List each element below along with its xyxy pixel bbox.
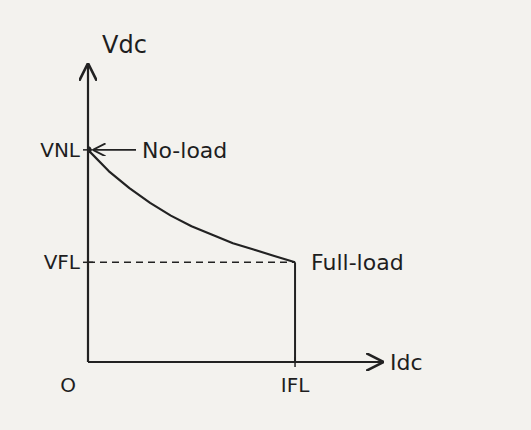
full-load-drop bbox=[294, 262, 296, 362]
full-load-level bbox=[88, 262, 295, 264]
annotation-arrow bbox=[94, 149, 136, 151]
x-tick-label: O bbox=[60, 373, 76, 397]
x-axis bbox=[88, 361, 382, 363]
x-axis-title: Idc bbox=[390, 350, 423, 375]
no-load-point bbox=[88, 146, 92, 153]
y-tick-label: VFL bbox=[44, 250, 81, 274]
chart: Vdc Idc VNL VFL O IFL No-load Full-load bbox=[0, 0, 531, 430]
y-axis bbox=[87, 65, 89, 362]
plot-area bbox=[88, 146, 295, 362]
regulation-curve bbox=[88, 150, 295, 262]
annotation: No-load bbox=[142, 138, 227, 163]
y-tick-label: VNL bbox=[40, 138, 81, 162]
annotation: Full-load bbox=[311, 250, 404, 275]
y-axis-title: Vdc bbox=[102, 31, 147, 59]
x-tick-label: IFL bbox=[281, 373, 310, 397]
